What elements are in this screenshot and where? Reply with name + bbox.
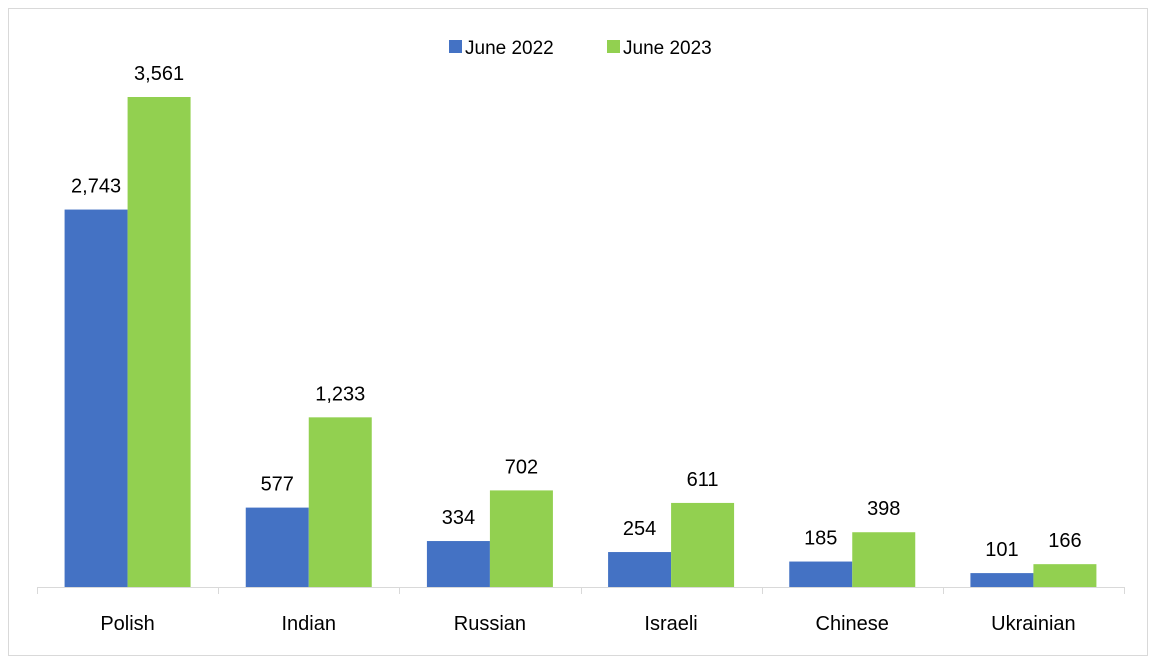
x-tick-label-indian: Indian [282,613,337,635]
data-label-israeli-series-2: 611 [687,469,719,491]
x-tick-label-chinese: Chinese [816,613,889,635]
x-tick-label-polish: Polish [100,613,154,635]
bar-israeli-series-2 [671,502,735,587]
x-tick-label-ukrainian: Ukrainian [991,613,1075,635]
data-label-russian-series-2: 702 [505,456,538,478]
chart-frame [8,8,1148,656]
bar-ukrainian-series-2 [1033,564,1097,587]
bar-ukrainian-series-1 [970,573,1034,587]
bar-polish-series-2 [127,97,191,587]
bar-polish-series-1 [64,209,128,587]
data-label-indian-series-2: 1,233 [315,383,365,405]
x-tick-label-russian: Russian [454,613,526,635]
chart-data-labels: 2,743 3,561 577 1,233 334 702 254 611 185 398 101 1… [71,63,1082,561]
bar-chinese-series-1 [789,561,853,587]
data-label-ukrainian-series-2: 166 [1048,530,1081,552]
legend-label-series-1: June 2022 [465,38,554,59]
data-label-chinese-series-1: 185 [804,528,837,550]
data-label-polish-series-2: 3,561 [134,63,184,85]
chart-bars [64,97,1097,587]
x-tick-label-israeli: Israeli [644,613,697,635]
bar-israeli-series-1 [608,552,672,587]
data-label-indian-series-1: 577 [261,474,294,496]
legend-swatch-series-1 [449,40,462,53]
data-label-chinese-series-2: 398 [867,498,900,520]
bar-indian-series-1 [245,507,309,587]
bar-chinese-series-2 [852,532,916,587]
data-label-israeli-series-1: 254 [623,518,656,540]
legend-label-series-2: June 2023 [623,38,712,59]
bar-russian-series-1 [426,541,490,587]
chart-legend: June 2022 June 2023 [449,38,712,59]
legend-swatch-series-2 [607,40,620,53]
data-label-russian-series-1: 334 [442,507,475,529]
data-label-polish-series-1: 2,743 [71,176,121,198]
bar-indian-series-2 [308,417,372,587]
x-axis: Polish Indian Russian Israeli Chinese Ukraini… [37,587,1125,635]
data-label-ukrainian-series-1: 101 [985,539,1018,561]
bar-russian-series-2 [489,490,553,587]
